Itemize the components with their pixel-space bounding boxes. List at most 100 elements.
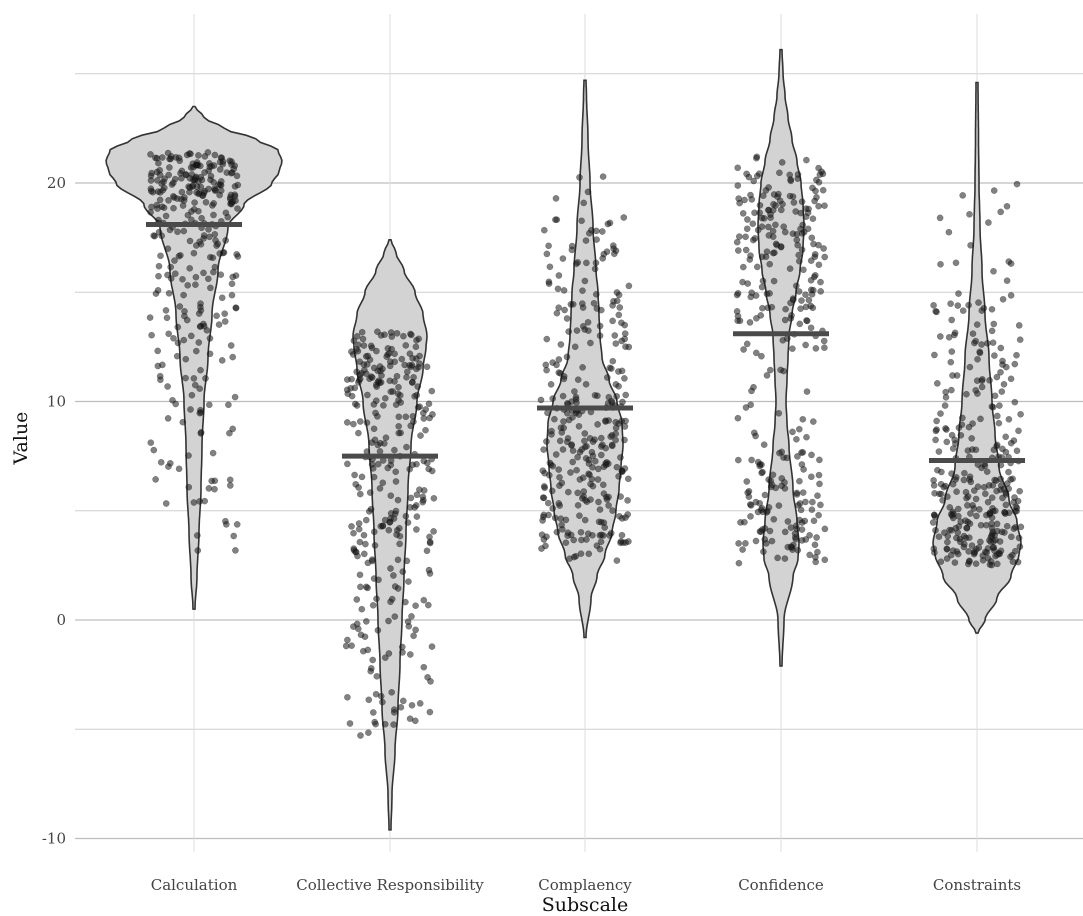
data-point xyxy=(196,385,204,393)
data-point xyxy=(373,595,380,603)
data-point xyxy=(552,195,560,202)
data-point xyxy=(376,448,384,455)
data-point xyxy=(162,307,170,314)
data-point xyxy=(167,263,175,271)
data-point xyxy=(371,542,379,549)
data-point xyxy=(993,412,1001,420)
data-point xyxy=(356,538,364,546)
data-point xyxy=(402,512,410,520)
data-point xyxy=(360,531,368,539)
data-point xyxy=(175,154,183,162)
data-point xyxy=(163,314,171,322)
data-point xyxy=(978,341,985,348)
data-point xyxy=(368,374,376,381)
data-point xyxy=(807,473,815,481)
data-point xyxy=(387,492,395,500)
data-point xyxy=(171,257,178,264)
data-point xyxy=(154,205,161,212)
data-point xyxy=(766,260,774,268)
data-point xyxy=(428,643,436,650)
data-point xyxy=(193,189,200,196)
data-point xyxy=(205,185,212,193)
data-point xyxy=(406,465,414,473)
data-point xyxy=(399,697,407,705)
data-point xyxy=(374,441,382,449)
data-point xyxy=(796,477,803,485)
data-point xyxy=(190,375,198,382)
data-point xyxy=(350,337,358,345)
data-point xyxy=(152,290,160,297)
data-point xyxy=(545,242,552,250)
data-point xyxy=(611,332,619,339)
data-point xyxy=(758,283,766,291)
data-point xyxy=(967,241,974,249)
data-point xyxy=(350,420,357,428)
data-point xyxy=(568,246,576,254)
data-point xyxy=(364,352,372,360)
data-point xyxy=(807,324,815,332)
data-point xyxy=(1016,336,1024,344)
data-point xyxy=(539,467,547,475)
data-point xyxy=(959,414,966,422)
violin-collective-responsibility xyxy=(352,239,428,831)
data-point xyxy=(942,425,949,432)
data-point xyxy=(1002,501,1010,509)
data-point xyxy=(1003,522,1011,530)
data-point xyxy=(954,550,962,558)
x-tick-labels: Calculation Collective Responsibility Comp… xyxy=(151,876,1021,894)
data-point xyxy=(997,475,1004,483)
data-point xyxy=(929,519,937,526)
data-point xyxy=(364,559,372,567)
data-point xyxy=(395,383,402,391)
data-point xyxy=(618,467,626,475)
data-point xyxy=(609,317,616,325)
data-point xyxy=(993,551,1001,559)
data-point xyxy=(602,418,609,425)
data-point xyxy=(165,289,173,297)
data-point xyxy=(356,571,364,579)
data-point xyxy=(425,400,433,408)
data-point xyxy=(794,171,802,178)
data-point xyxy=(230,532,238,540)
data-point xyxy=(173,195,181,202)
data-point xyxy=(539,517,546,524)
data-point xyxy=(538,531,546,539)
data-point xyxy=(1017,410,1024,418)
data-point xyxy=(1011,547,1019,555)
data-point xyxy=(200,269,207,277)
data-point xyxy=(573,399,580,407)
data-point xyxy=(768,481,776,489)
data-point xyxy=(805,296,813,304)
data-point xyxy=(594,476,602,483)
data-point xyxy=(348,642,355,650)
data-point xyxy=(391,350,398,358)
data-point xyxy=(612,424,620,432)
data-point xyxy=(777,366,784,374)
data-point xyxy=(362,370,370,378)
data-point xyxy=(784,518,792,525)
data-point xyxy=(988,327,996,335)
data-point xyxy=(208,477,216,485)
data-point xyxy=(821,344,828,352)
data-point xyxy=(356,490,364,498)
data-point xyxy=(393,372,401,380)
data-point xyxy=(385,617,392,625)
data-point xyxy=(162,212,170,220)
data-point xyxy=(817,288,825,295)
data-point xyxy=(735,559,743,567)
data-point xyxy=(804,209,812,217)
data-point xyxy=(815,164,822,172)
data-point xyxy=(554,285,562,293)
data-point xyxy=(943,555,951,562)
data-point xyxy=(998,528,1006,536)
data-point xyxy=(747,513,754,520)
data-point xyxy=(540,226,548,234)
data-point xyxy=(969,330,977,338)
data-point xyxy=(573,260,580,268)
data-point xyxy=(388,333,396,340)
data-point xyxy=(591,265,599,273)
data-point xyxy=(990,267,997,275)
data-point xyxy=(988,305,996,313)
data-point xyxy=(195,339,203,346)
data-point xyxy=(984,545,992,552)
